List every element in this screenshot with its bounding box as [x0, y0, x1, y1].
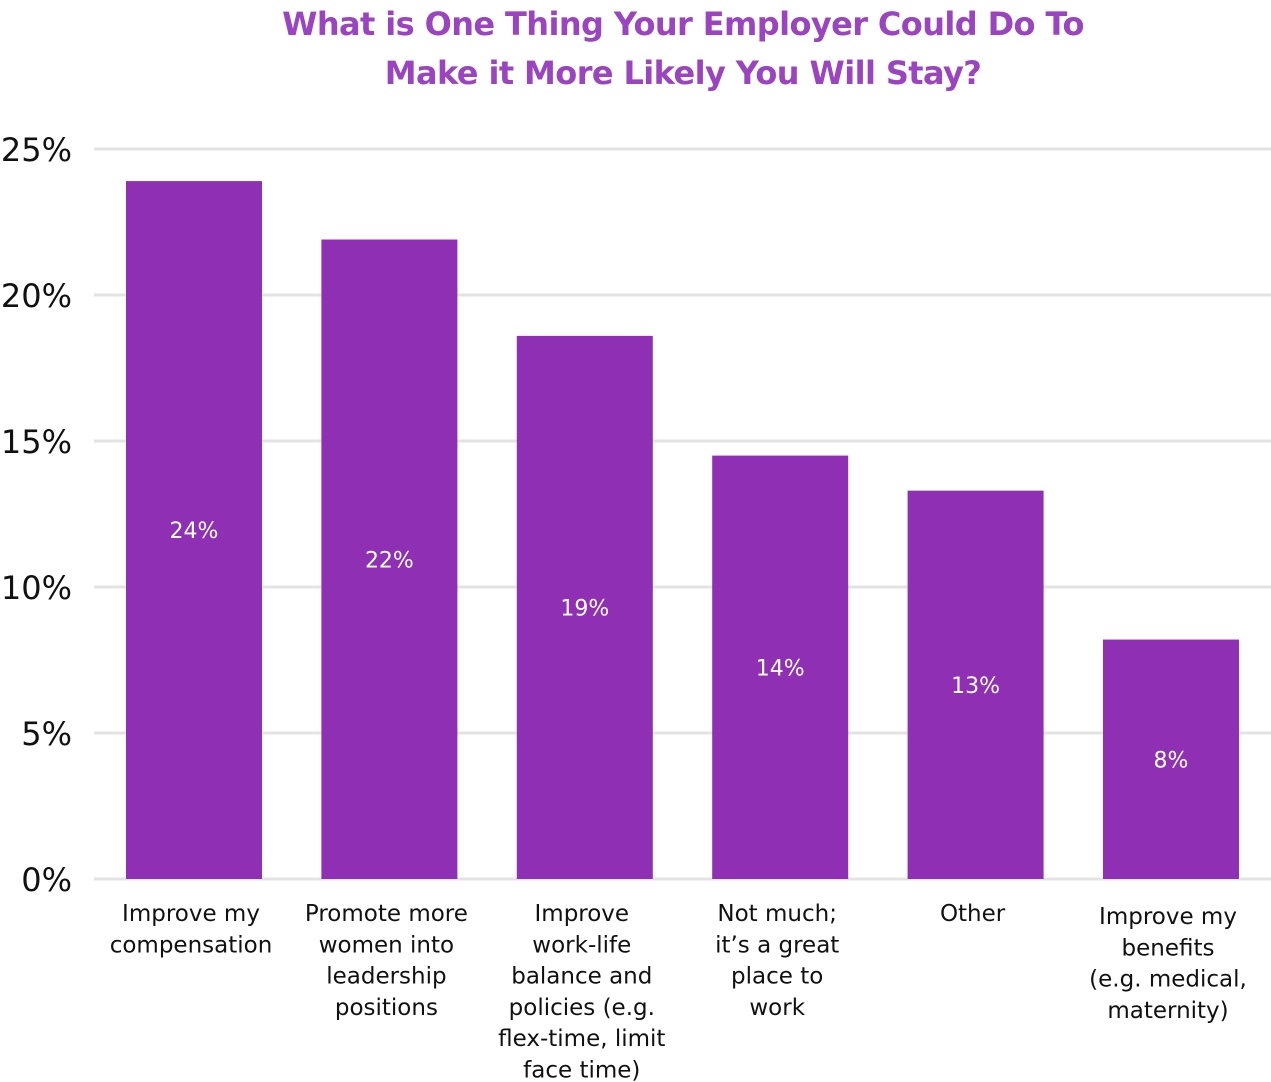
x-category-label: place to	[731, 964, 823, 990]
x-category-label: Other	[940, 901, 1006, 927]
y-tick-label: 5%	[21, 715, 72, 753]
bar-value-label: 22%	[365, 548, 414, 573]
bar-value-label: 19%	[560, 596, 609, 621]
x-category-label: work	[749, 995, 805, 1021]
bar	[321, 239, 458, 879]
bar-value-label: 14%	[756, 656, 805, 681]
bar-value-label: 24%	[170, 519, 219, 544]
x-category-label: Improve	[535, 901, 630, 927]
chart-title-line-2: Make it More Likely You Will Stay?	[384, 54, 982, 92]
chart-title-line-1: What is One Thing Your Employer Could Do…	[282, 5, 1084, 43]
x-category-label: policies (e.g.	[509, 995, 655, 1021]
bar	[1103, 639, 1239, 879]
bar	[907, 490, 1044, 879]
y-tick-label: 15%	[1, 423, 72, 461]
x-category-label: Not much;	[717, 901, 837, 927]
x-category-label: maternity)	[1107, 998, 1228, 1024]
x-category-label: positions	[335, 995, 438, 1021]
x-category-label: face time)	[523, 1058, 640, 1082]
x-category-label: (e.g. medical,	[1089, 967, 1247, 993]
bar	[712, 455, 849, 879]
y-tick-label: 0%	[21, 861, 72, 899]
bar-value-label: 8%	[1154, 748, 1189, 773]
x-category-label: compensation	[110, 932, 273, 958]
x-category-label: balance and	[511, 964, 652, 990]
x-category-label: Improve my	[122, 901, 260, 927]
x-category-label: benefits	[1122, 935, 1215, 961]
bar	[126, 181, 262, 879]
x-category-label: Improve my	[1099, 904, 1237, 930]
x-category-label: leadership	[326, 964, 446, 990]
x-category-label: work-life	[532, 932, 631, 958]
bar-value-label: 13%	[951, 674, 1000, 699]
x-category-label: flex-time, limit	[498, 1026, 665, 1052]
y-tick-label: 25%	[1, 131, 72, 169]
y-tick-label: 10%	[1, 569, 72, 607]
y-tick-label: 20%	[1, 277, 72, 315]
chart-title: What is One Thing Your Employer Could Do…	[0, 0, 1271, 98]
x-category-label: it’s a great	[715, 932, 839, 958]
x-category-label: Promote more	[305, 901, 468, 927]
x-category-label: women into	[319, 932, 454, 958]
bar	[516, 335, 653, 879]
